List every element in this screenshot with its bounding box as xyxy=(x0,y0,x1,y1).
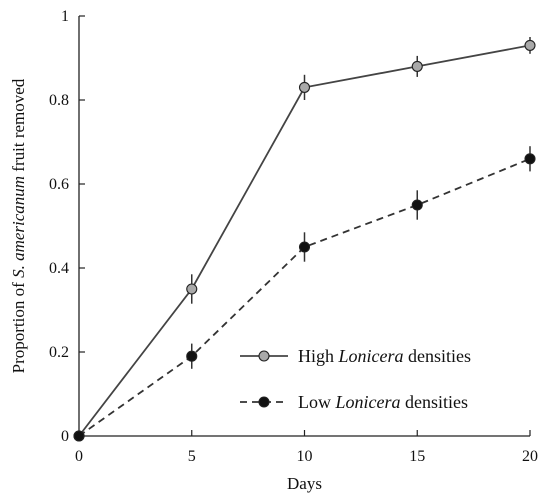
y-tick-label: 0.6 xyxy=(49,176,69,193)
legend-label: High Lonicera densities xyxy=(298,346,471,366)
y-axis-title-pre: Proportion of xyxy=(9,278,28,373)
y-tick-label: 1 xyxy=(61,8,69,25)
y-tick-label: 0.4 xyxy=(49,260,69,277)
data-point xyxy=(186,283,198,295)
data-point xyxy=(298,81,311,93)
data-point xyxy=(73,430,85,442)
legend-marker xyxy=(258,350,270,362)
data-point xyxy=(186,350,198,362)
legend-item-1: Low Lonicera densities xyxy=(240,392,468,412)
data-point xyxy=(298,241,311,253)
legend-marker xyxy=(258,396,270,408)
x-tick-label: 15 xyxy=(409,448,425,465)
legend-label-pre: High xyxy=(298,346,339,366)
data-point xyxy=(524,39,536,51)
data-point xyxy=(411,199,423,211)
series-layer xyxy=(73,37,536,442)
legend-item-0: High Lonicera densities xyxy=(240,346,471,366)
y-axis-title: Proportion of S. americanum fruit remove… xyxy=(9,78,28,373)
x-tick-label: 20 xyxy=(522,448,538,465)
x-tick-label: 0 xyxy=(75,448,83,465)
x-tick-label: 5 xyxy=(188,448,196,465)
legend-label-post: densities xyxy=(401,392,469,412)
data-point xyxy=(411,60,423,72)
y-tick-label: 0 xyxy=(61,428,69,445)
legend-label-pre: Low xyxy=(298,392,336,412)
legend-label-genus: Lonicera xyxy=(338,346,404,366)
series-1 xyxy=(73,146,536,442)
data-point xyxy=(524,153,536,165)
y-tick-label: 0.2 xyxy=(49,344,69,361)
ticks: 00.20.40.60.810 5 10 15 20 xyxy=(49,8,538,465)
legend-label-genus: Lonicera xyxy=(335,392,401,412)
y-axis-title-species: S. americanum xyxy=(9,176,28,278)
y-axis-title-post: fruit removed xyxy=(9,78,28,176)
legend-label: Low Lonicera densities xyxy=(298,392,468,412)
legend-label-post: densities xyxy=(404,346,472,366)
x-axis-title: Days xyxy=(287,474,322,493)
x-tick-label: 10 xyxy=(297,448,313,465)
series-line xyxy=(78,157,531,437)
y-tick-label: 0.8 xyxy=(49,92,69,109)
